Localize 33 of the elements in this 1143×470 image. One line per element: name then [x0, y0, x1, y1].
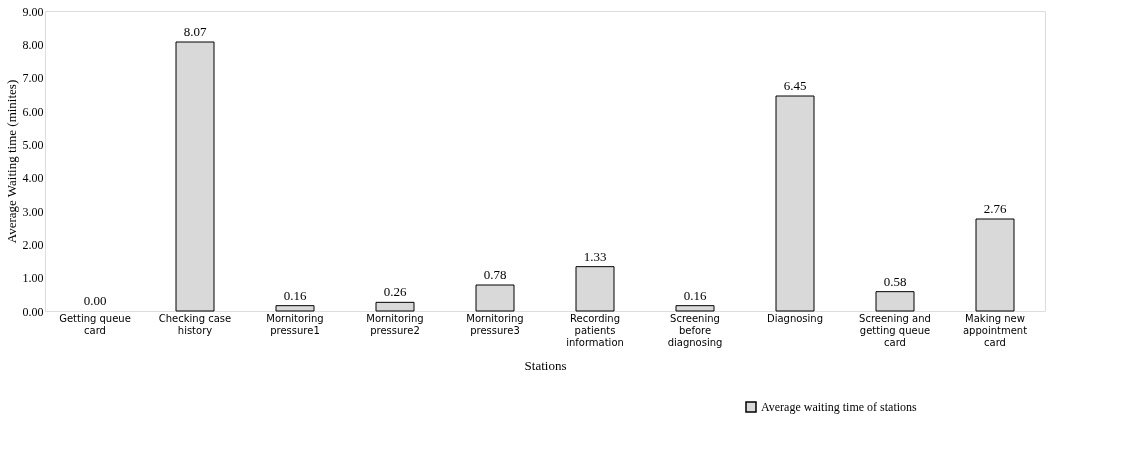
y-tick-label: 8.00 — [22, 37, 44, 52]
y-tick-label: 1.00 — [22, 271, 44, 286]
y-axis-title: Average Waiting time (minites) — [3, 79, 19, 244]
data-label: 0.00 — [83, 293, 107, 308]
data-label: 0.26 — [383, 284, 407, 300]
y-tick-label: 3.00 — [22, 204, 44, 219]
y-tick-label: 0.00 — [22, 304, 44, 319]
x-tick-label: Getting queue card — [59, 312, 131, 336]
x-tick-label: Recording patients information — [566, 312, 624, 348]
y-tick-label: 2.00 — [22, 237, 44, 252]
x-tick-label: Diagnosing — [766, 312, 824, 324]
x-tick-label: Screening and getting queue card — [859, 312, 931, 348]
x-tick-label: Mornitoring pressure1 — [266, 312, 324, 336]
data-label: 0.78 — [483, 267, 507, 282]
x-tick-label: Screening before diagnosing — [667, 312, 723, 348]
data-label: 2.76 — [983, 201, 1007, 216]
y-tick-label: 9.00 — [22, 4, 44, 19]
y-tick-label: 4.00 — [22, 171, 44, 186]
data-label: 8.07 — [183, 24, 207, 39]
data-label: 0.58 — [883, 273, 907, 289]
x-tick-label: Checking case history — [158, 312, 232, 336]
y-tick-label: 6.00 — [22, 104, 44, 119]
y-tick-label: 5.00 — [22, 137, 44, 152]
x-tick-label: Mornitoring pressure2 — [366, 312, 424, 336]
x-axis-title: Stations — [524, 357, 567, 373]
x-tick-label: Making new appointment card — [962, 312, 1028, 348]
data-label: 6.45 — [783, 78, 807, 93]
data-label: 0.16 — [683, 287, 707, 303]
data-label: 0.16 — [283, 287, 307, 303]
data-label: 1.33 — [583, 248, 607, 264]
y-tick-label: 7.00 — [22, 71, 44, 86]
x-tick-label: Mornitoring pressure3 — [466, 312, 524, 336]
legend-label: Average waiting time of stations — [761, 400, 918, 414]
